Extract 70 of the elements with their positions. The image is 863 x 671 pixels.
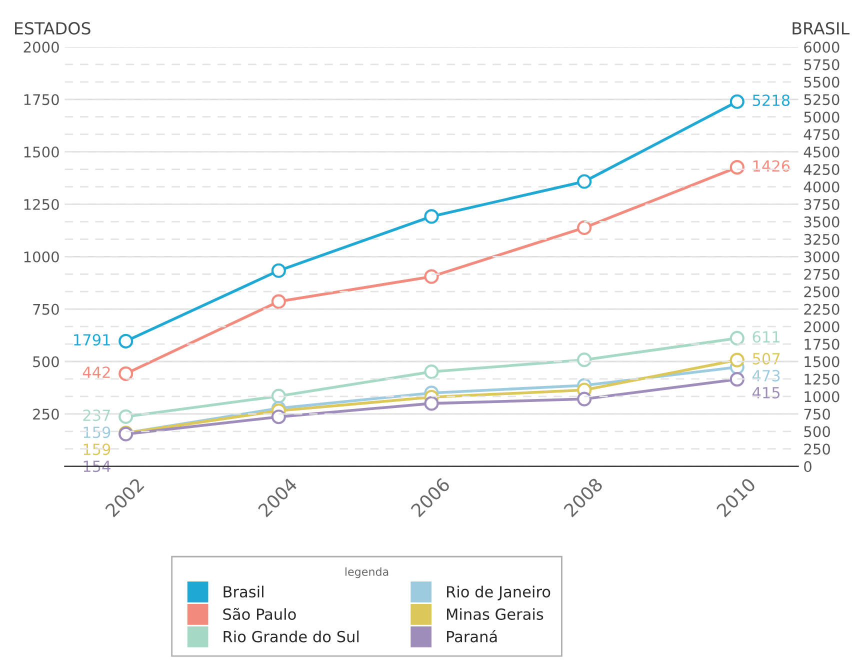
point [577, 392, 592, 406]
y2-tick-label: 4000 [804, 181, 840, 193]
y-tick-label: 1250 [24, 198, 59, 210]
y-tick-label: 750 [33, 304, 59, 315]
point [271, 410, 286, 424]
y2-tick-label: 2750 [804, 268, 840, 280]
data-label: 442 [82, 366, 110, 378]
y2-tick-label: 3250 [804, 234, 840, 245]
point [424, 364, 439, 380]
point [271, 294, 286, 309]
y-tick-label: 250 [33, 408, 59, 420]
y-tick-label: 1500 [24, 146, 59, 158]
legend-label: Brasil [224, 586, 264, 598]
point [577, 220, 592, 236]
y2-tick-label: 5000 [804, 112, 840, 123]
y2-axis-title: BRASIL [792, 22, 850, 35]
legend-label: Rio de Janeiro [447, 586, 550, 600]
data-label: 1791 [74, 334, 110, 346]
y2-tick-label: 1250 [804, 374, 840, 385]
y2-tick-label: 750 [804, 408, 830, 420]
point [424, 269, 439, 284]
y2-tick-label: 2250 [804, 304, 840, 315]
y2-tick-label: 1750 [804, 338, 840, 350]
point [424, 209, 439, 224]
legend-label: Rio Grande do Sul [224, 630, 359, 642]
y2-tick-label: 500 [804, 426, 830, 438]
y2-tick-label: 2500 [804, 286, 840, 298]
point [118, 334, 134, 348]
y2-tick-label: 3500 [804, 216, 840, 228]
y-tick-label: 1000 [24, 251, 59, 262]
point [271, 263, 286, 278]
point [730, 330, 744, 346]
y2-tick-label: 4750 [804, 129, 840, 140]
data-label: 415 [752, 387, 780, 398]
point [118, 366, 134, 381]
y2-tick-label: 6000 [804, 42, 840, 53]
data-label: 5218 [752, 94, 790, 106]
point [424, 396, 439, 411]
y-tick-label: 500 [33, 356, 59, 368]
legend-label: Minas Gerais [447, 608, 544, 620]
point [730, 372, 744, 387]
legend-label: São Paulo [223, 608, 296, 620]
point [730, 94, 744, 109]
y2-tick-label: 5250 [804, 94, 840, 106]
data-label: 611 [752, 331, 780, 343]
point [577, 352, 592, 368]
y2-tick-label: 3750 [804, 198, 840, 210]
point [730, 352, 744, 368]
y2-tick-label: 1000 [804, 391, 840, 402]
data-label: 237 [83, 410, 110, 422]
y2-tick-label: 250 [804, 444, 830, 455]
y2-tick-label: 1500 [804, 356, 840, 368]
y2-tick-label: 3000 [804, 251, 840, 262]
y2-tick-label: 5500 [804, 76, 840, 88]
y2-tick-label: 5750 [804, 59, 840, 70]
data-label: 507 [752, 352, 780, 364]
point [577, 174, 592, 189]
y-tick-label: 2000 [24, 42, 59, 53]
point [118, 409, 134, 424]
y2-tick-label: 0 [804, 461, 812, 472]
data-label: 473 [752, 370, 780, 382]
legend-title: legenda [345, 567, 388, 578]
data-label: 159 [84, 444, 110, 456]
point [730, 160, 744, 175]
y-axis-title: ESTADOS [15, 22, 90, 35]
y2-tick-label: 4500 [804, 146, 840, 158]
y2-tick-label: 4250 [804, 164, 840, 176]
y-tick-label: 1750 [24, 94, 59, 106]
legend-label: Paraná [447, 630, 497, 642]
y2-tick-label: 2000 [804, 321, 840, 332]
